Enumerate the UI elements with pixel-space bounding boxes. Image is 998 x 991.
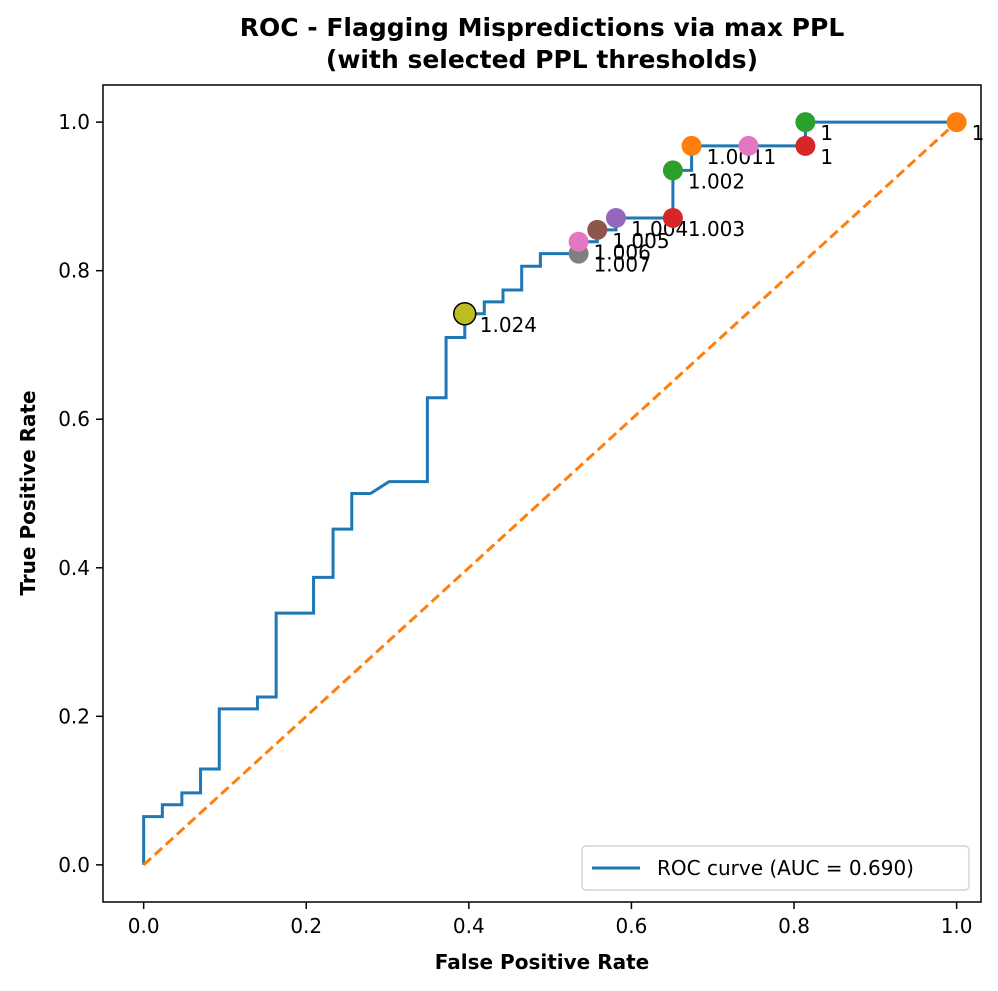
- roc-curve-line: [142, 120, 957, 865]
- x-tick-label: 0.2: [290, 914, 322, 938]
- legend-label-roc: ROC curve (AUC = 0.690): [657, 856, 914, 880]
- threshold-marker-8: [738, 135, 759, 156]
- threshold-marker-2: [568, 231, 589, 252]
- threshold-marker-0: [453, 302, 477, 326]
- x-axis-label: False Positive Rate: [435, 950, 649, 974]
- threshold-marker-3: [587, 219, 608, 240]
- threshold-label-0: 1.024: [480, 313, 537, 337]
- y-tick-label: 0.6: [58, 407, 90, 431]
- threshold-marker-9: [795, 135, 816, 156]
- threshold-label-1: 1.007: [594, 253, 651, 277]
- y-tick-label: 0.8: [58, 259, 90, 283]
- threshold-label-2: 1.006: [594, 241, 651, 265]
- threshold-label-3: 1.005: [612, 229, 669, 253]
- legend: ROC curve (AUC = 0.690): [581, 845, 970, 891]
- threshold-label-10: 1: [820, 121, 833, 145]
- threshold-label-6: 1.002: [688, 169, 745, 193]
- threshold-marker-11: [946, 112, 967, 133]
- y-tick-label: 0.0: [58, 853, 90, 877]
- chart-title-line-2: (with selected PPL thresholds): [326, 45, 758, 74]
- threshold-marker-6: [662, 160, 683, 181]
- x-tick-label: 0.0: [128, 914, 160, 938]
- y-axis-label: True Positive Rate: [16, 390, 40, 595]
- threshold-marker-10: [795, 112, 816, 133]
- threshold-marker-5: [662, 207, 683, 228]
- threshold-label-9: 1: [820, 145, 833, 169]
- plot-frame: [102, 84, 982, 903]
- x-tick-label: 0.6: [616, 914, 648, 938]
- threshold-label-8: 1: [763, 145, 776, 169]
- threshold-marker-4: [605, 207, 626, 228]
- legend-box: [581, 845, 970, 891]
- x-tick-label: 0.8: [778, 914, 810, 938]
- threshold-label-11: 1: [972, 121, 985, 145]
- axes-ticks: 0.0 0.2 0.4 0.6 0.8 1.0 0.0 0.2 0.4 0.6 0.8 1.0: [58, 110, 972, 938]
- x-tick-label: 0.4: [453, 914, 485, 938]
- y-tick-label: 0.2: [58, 704, 90, 728]
- x-tick-label: 1.0: [941, 914, 973, 938]
- chart-title-line-1: ROC - Flagging Mispredictions via max PP…: [240, 13, 845, 42]
- y-tick-label: 1.0: [58, 110, 90, 134]
- threshold-label-5: 1.003: [688, 217, 745, 241]
- threshold-marker-7: [681, 135, 702, 156]
- chance-diagonal-line: [142, 121, 958, 866]
- y-tick-label: 0.4: [58, 556, 90, 580]
